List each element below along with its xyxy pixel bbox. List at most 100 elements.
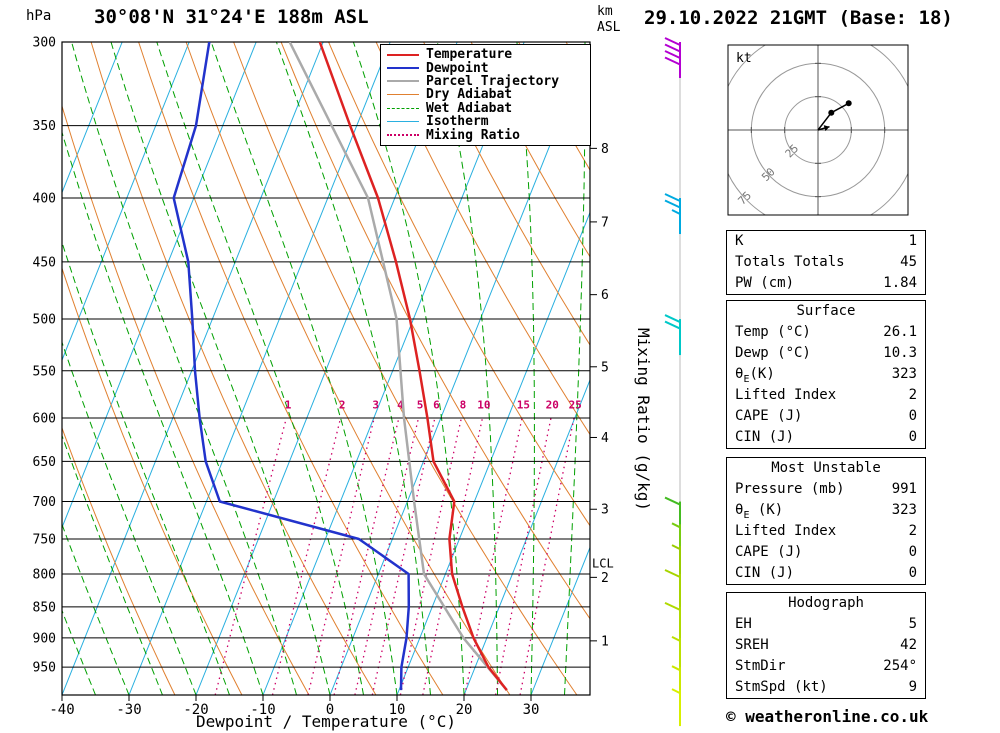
row-value: 1 <box>908 233 917 249</box>
pressure-tick-label: 650 <box>33 455 56 470</box>
table-row: StmSpd (kt) 9 <box>727 677 925 698</box>
wind-barb <box>664 37 681 78</box>
km-tick-label: 6 <box>601 288 609 303</box>
isotherm-layer <box>62 42 590 695</box>
legend-item-dewpoint: Dewpoint <box>387 60 586 76</box>
legend-item-label: Dewpoint <box>426 60 489 76</box>
legend-item-temperature: Temperature <box>387 48 586 61</box>
row-label: Lifted Index <box>735 523 837 539</box>
km-tick-label: 8 <box>601 142 609 157</box>
km-axis: 8 7 6 5 4 3 2 1 LCL <box>590 142 614 649</box>
row-value: 2 <box>908 387 917 403</box>
pressure-tick-label: 350 <box>33 119 56 134</box>
table-row: θE (K) 323 <box>727 500 925 521</box>
parcel-trajectory-curve <box>288 42 508 691</box>
row-label: StmSpd (kt) <box>735 679 828 695</box>
legend-item-label: Isotherm <box>426 114 489 130</box>
hodograph-unit-label: kt <box>736 51 752 66</box>
row-label: θE(K) <box>735 366 775 385</box>
legend-item-label: Wet Adiabat <box>426 100 513 116</box>
pressure-tick-label: 700 <box>33 495 56 510</box>
row-value: 10.3 <box>883 345 917 361</box>
row-value: 0 <box>908 565 917 581</box>
row-label: StmDir <box>735 658 786 674</box>
table-row: SREH 42 <box>727 635 925 656</box>
pressure-tick-label: 850 <box>33 600 56 615</box>
wind-barb <box>671 522 681 561</box>
temp-tick-label: 10 <box>389 702 406 718</box>
km-tick-label: 7 <box>601 215 609 230</box>
pressure-tick-label: 950 <box>33 661 56 676</box>
table-surface: Surface Temp (°C) 26.1 Dewp (°C) 10.3 θE(K) 32… <box>726 300 926 449</box>
pressure-tick-label: 550 <box>33 364 56 379</box>
row-value: 0 <box>908 544 917 560</box>
legend-line-swatch <box>387 80 419 83</box>
mixing-ratio-value-label: 8 <box>460 399 467 412</box>
row-value: 2 <box>908 523 917 539</box>
row-label: CIN (J) <box>735 565 795 581</box>
row-label: Totals Totals <box>735 254 845 270</box>
wind-barb <box>664 496 681 538</box>
mixing-ratio-value-label: 15 <box>517 399 530 412</box>
mixing-ratio-layer <box>214 417 575 695</box>
wind-barb <box>664 569 681 610</box>
table-row: Temp (°C) 26.1 <box>727 322 925 343</box>
km-tick-label: 3 <box>601 503 609 518</box>
mixing-ratio-axis-label: Mixing Ratio (g/kg) <box>634 328 653 511</box>
km-tick-label: 1 <box>601 634 609 649</box>
station-title: 30°08'N 31°24'E 188m ASL <box>94 6 369 28</box>
row-value: 323 <box>891 502 917 518</box>
row-label: Lifted Index <box>735 387 837 403</box>
temp-tick-label: -20 <box>183 702 208 718</box>
table-row: Pressure (mb) 991 <box>727 479 925 500</box>
wind-barb-column <box>664 37 681 727</box>
legend-line-swatch <box>387 107 419 109</box>
row-value: 9 <box>908 679 917 695</box>
table-row: StmDir 254° <box>727 656 925 677</box>
pressure-tick-label: 750 <box>33 532 56 547</box>
hodograph-ring-label: 25 <box>783 142 802 161</box>
km-unit-line: km <box>597 4 613 19</box>
pressure-tick-label: 450 <box>33 255 56 270</box>
mixing-ratio-value-label: 3 <box>372 399 379 412</box>
row-value: 26.1 <box>883 324 917 340</box>
legend-item-label: Mixing Ratio <box>426 127 520 143</box>
row-label: CIN (J) <box>735 429 795 445</box>
table-most-unstable: Most Unstable Pressure (mb) 991 θE (K) 323 Li… <box>726 457 926 585</box>
legend-item-label: Temperature <box>426 47 513 63</box>
temp-tick-label: 30 <box>523 702 540 718</box>
hodograph-trace-point <box>828 109 835 116</box>
mixing-ratio-value-label: 4 <box>397 399 404 412</box>
wind-barb <box>664 193 681 235</box>
temp-tick-label: 0 <box>326 702 334 718</box>
pressure-tick-label: 600 <box>33 411 56 426</box>
row-value: 991 <box>891 481 917 497</box>
mixing-ratio-value-label: 6 <box>433 399 440 412</box>
wind-barb <box>664 314 681 356</box>
mixing-ratio-value-label: 10 <box>477 399 490 412</box>
table-row: PW (cm) 1.84 <box>727 273 925 294</box>
row-label: PW (cm) <box>735 275 795 291</box>
legend-item-parcel-trajectory: Parcel Trajectory <box>387 75 586 88</box>
hodograph-trace-point <box>845 100 852 107</box>
legend-line-swatch <box>387 94 419 96</box>
datetime-title: 29.10.2022 21GMT (Base: 18) <box>644 7 953 29</box>
legend-item-label: Dry Adiabat <box>426 87 513 103</box>
legend-line-swatch <box>387 134 419 137</box>
row-label: Pressure (mb) <box>735 481 845 497</box>
legend-item-isotherm: Isotherm <box>387 115 586 128</box>
km-asl-axis-title: km ASL <box>597 4 620 36</box>
legend-line-swatch <box>387 67 419 70</box>
table-row: Totals Totals 45 <box>727 252 925 273</box>
table-most-unstable-header: Most Unstable <box>771 460 881 476</box>
mixing-ratio-value-label: 2 <box>339 399 346 412</box>
pressure-tick-label: 300 <box>33 36 56 51</box>
pressure-tick-label: 800 <box>33 567 56 582</box>
lcl-label: LCL <box>592 557 614 571</box>
table-row: Dewp (°C) 10.3 <box>727 343 925 364</box>
temp-axis-labels: -40 -30 -20 -10 0 10 20 30 <box>49 695 539 718</box>
row-label: CAPE (J) <box>735 544 803 560</box>
pressure-tick-label: 400 <box>33 192 56 207</box>
row-value: 42 <box>900 637 917 653</box>
